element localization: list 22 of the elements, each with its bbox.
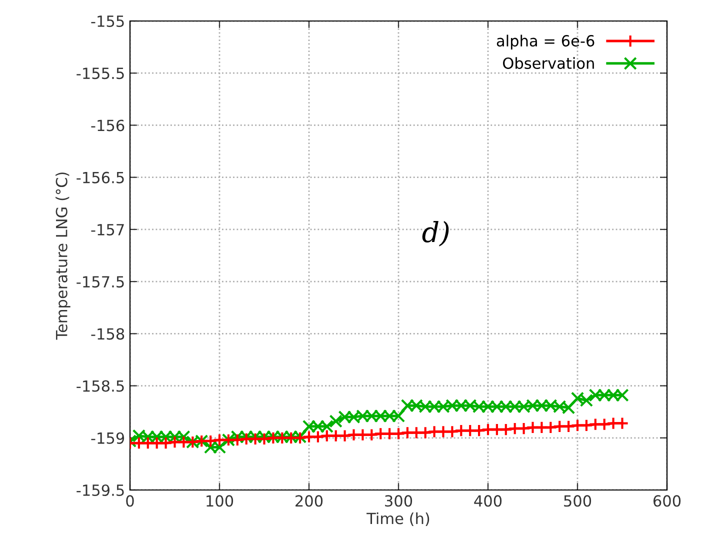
y-tick-label: -158 [91, 328, 124, 340]
x-tick-label: 100 [206, 495, 234, 507]
y-tick-label: -155.5 [76, 68, 124, 80]
y-axis-title: Temperature LNG (°C) [56, 172, 70, 340]
y-tick-label: -159.5 [76, 484, 124, 496]
y-tick-label: -159 [91, 432, 124, 444]
y-tick-label: -157 [91, 224, 124, 236]
x-tick-label: 0 [126, 495, 134, 507]
y-tick-label: -156 [91, 120, 124, 132]
x-tick-label: 300 [385, 495, 412, 507]
x-axis-title: Time (h) [366, 512, 430, 526]
y-tick-label: -156.5 [76, 172, 124, 184]
x-tick-label: 200 [296, 495, 323, 507]
y-tick-label: -155 [91, 16, 124, 28]
x-tick-label: 600 [653, 495, 681, 507]
y-tick-label: -157.5 [76, 276, 124, 288]
y-tick-label: -158.5 [76, 380, 124, 392]
legend-label: alpha = 6e-6 [496, 34, 594, 50]
x-tick-label: 500 [564, 495, 592, 507]
x-tick-label: 400 [474, 495, 502, 507]
legend-label: Observation [503, 57, 594, 69]
annotation: d) [422, 220, 449, 246]
